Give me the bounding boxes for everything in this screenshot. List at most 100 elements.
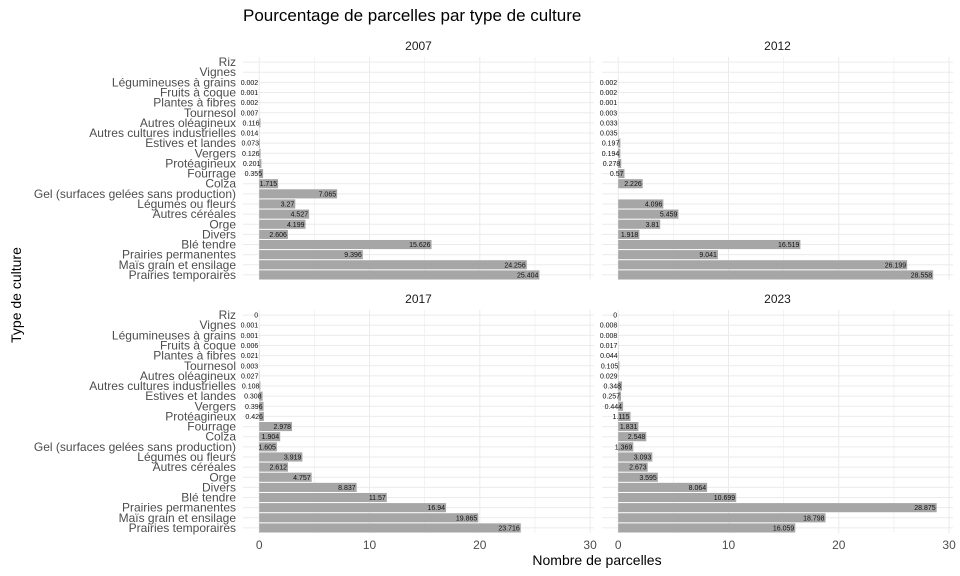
bar-Colza [618, 179, 643, 189]
bar-value-label: 0.002 [600, 80, 618, 87]
bar-Fourrage [618, 422, 639, 432]
y-tick-label: Riz [219, 55, 236, 69]
bar-Blé tendre [259, 239, 432, 250]
bar-Prairies temporaires [618, 270, 934, 280]
bar-value-label: 4.096 [645, 201, 663, 208]
y-tick-label: Autres cultures industrielles [89, 379, 236, 393]
y-tick-label: Légumineuses à grains [112, 75, 236, 89]
y-tick-label: Plantes à fibres [153, 349, 236, 363]
bar-value-label: 10.699 [714, 495, 736, 502]
bar-value-label: 0.017 [600, 343, 618, 350]
y-tick-label: Prairies permanentes [122, 501, 236, 515]
y-tick-label: Prairies permanentes [122, 248, 236, 262]
bar-Orge [618, 219, 661, 229]
bar-Estives et landes [259, 138, 261, 148]
bar-value-label: 0.033 [600, 120, 618, 127]
bar-value-label: 4.757 [293, 475, 311, 482]
bar-value-label: 1.904 [262, 434, 280, 441]
bar-value-label: 2.673 [629, 465, 647, 472]
bar-Blé tendre [259, 492, 387, 503]
bar-value-label: 1.715 [260, 181, 278, 188]
bar-value-label: 24.256 [504, 262, 526, 269]
bar-value-label: 0.035 [600, 131, 618, 138]
bar-value-label: 0.002 [241, 80, 259, 87]
bar-value-label: 26.199 [885, 262, 907, 269]
bar-value-label: 0.108 [242, 384, 260, 391]
y-tick-label: Protéagineux [165, 156, 236, 170]
y-tick-label: Vignes [200, 318, 236, 332]
bar-value-label: 0.355 [245, 171, 263, 178]
x-tick-label: 0 [256, 538, 263, 552]
bar-value-label: 0.008 [600, 323, 618, 330]
bar-value-label: 8.064 [689, 485, 707, 492]
bar-value-label: 0.348 [604, 384, 622, 391]
y-tick-label: Prairies temporaires [129, 268, 236, 282]
bar-value-label: 3.81 [646, 222, 660, 229]
bar-Estives et landes [618, 391, 622, 401]
bar-Prairies temporaires [259, 270, 540, 280]
bar-value-label: 0.197 [602, 141, 620, 148]
bar-value-label: 28.558 [911, 272, 933, 279]
y-tick-label: Fourrage [187, 420, 236, 434]
bar-value-label: 0.029 [600, 373, 618, 380]
y-tick-label: Autres oléagineux [140, 369, 236, 383]
bar-Fourrage [259, 169, 264, 179]
bar-Estives et landes [259, 391, 263, 401]
bar-value-label: 2.226 [624, 181, 642, 188]
bar-Blé tendre [618, 239, 801, 250]
bar-value-label: 0.003 [600, 110, 618, 117]
y-tick-label: Orge [209, 217, 236, 231]
bar-Légumes ou fleurs [618, 199, 664, 209]
x-tick-label: 30 [583, 538, 597, 552]
y-tick-label: Blé tendre [181, 491, 236, 505]
y-tick-label: Fourrage [187, 167, 236, 181]
bar-value-label: 2.978 [274, 424, 292, 431]
y-tick-label: Plantes à fibres [153, 96, 236, 110]
bar-value-label: 0.001 [241, 323, 259, 330]
y-tick-label: Riz [219, 308, 236, 322]
bar-value-label: 0 [254, 313, 258, 320]
bar-Prairies temporaires [259, 523, 521, 533]
bar-Maïs grain et ensilage [618, 513, 826, 523]
bar-value-label: 0.426 [245, 414, 263, 421]
y-tick-label: Colza [205, 177, 236, 191]
facet-panel-2012: 2012 28.558 26.199 9.041 16.519 1.918 3.815.45… [600, 39, 953, 280]
bar-value-label: 11.57 [369, 495, 386, 502]
bar-value-label: 7.065 [319, 191, 337, 198]
bar-Divers [259, 482, 357, 492]
bar-Divers [618, 229, 640, 239]
bar-Prairies permanentes [618, 250, 718, 260]
bar-Colza [259, 432, 281, 442]
bar-Autres céréales [618, 209, 679, 219]
bar-Prairies permanentes [618, 503, 937, 513]
bar-value-label: 3.093 [634, 454, 652, 461]
x-tick-label: 0 [615, 538, 622, 552]
y-tick-label: Prairies temporaires [129, 521, 236, 535]
bar-value-label: 2.606 [269, 232, 287, 239]
y-tick-label: Légumes ou fleurs [137, 197, 236, 211]
bar-value-label: 0.105 [601, 363, 619, 370]
y-tick-label: Maïs grain et ensilage [119, 511, 237, 525]
bar-value-label: 16.94 [428, 505, 446, 512]
bar-value-label: 0.001 [241, 90, 259, 97]
bar-value-label: 28.875 [914, 505, 936, 512]
x-tick-label: 20 [832, 538, 846, 552]
x-tick-label: 10 [363, 538, 377, 552]
chart-title: Pourcentage de parcelles par type de cul… [243, 6, 582, 25]
x-tick-label: 30 [942, 538, 956, 552]
bar-value-label: 0.001 [600, 100, 618, 107]
bar-value-label: 0.044 [600, 353, 618, 360]
bar-value-label: 16.519 [778, 242, 800, 249]
bar-Orge [259, 219, 306, 229]
y-tick-label: Divers [202, 227, 236, 241]
y-tick-label: Légumes ou fleurs [137, 450, 236, 464]
y-tick-label: Autres oléagineux [140, 116, 236, 130]
bar-value-label: 0.001 [241, 333, 259, 340]
y-tick-label: Estives et landes [145, 136, 236, 150]
y-tick-label: Colza [205, 430, 236, 444]
bar-Blé tendre [618, 492, 737, 503]
y-tick-label: Autres cultures industrielles [89, 126, 236, 140]
bar-value-label: 0.003 [241, 363, 259, 370]
bar-value-label: 0 [613, 313, 617, 320]
bar-value-label: 25.404 [517, 272, 539, 279]
